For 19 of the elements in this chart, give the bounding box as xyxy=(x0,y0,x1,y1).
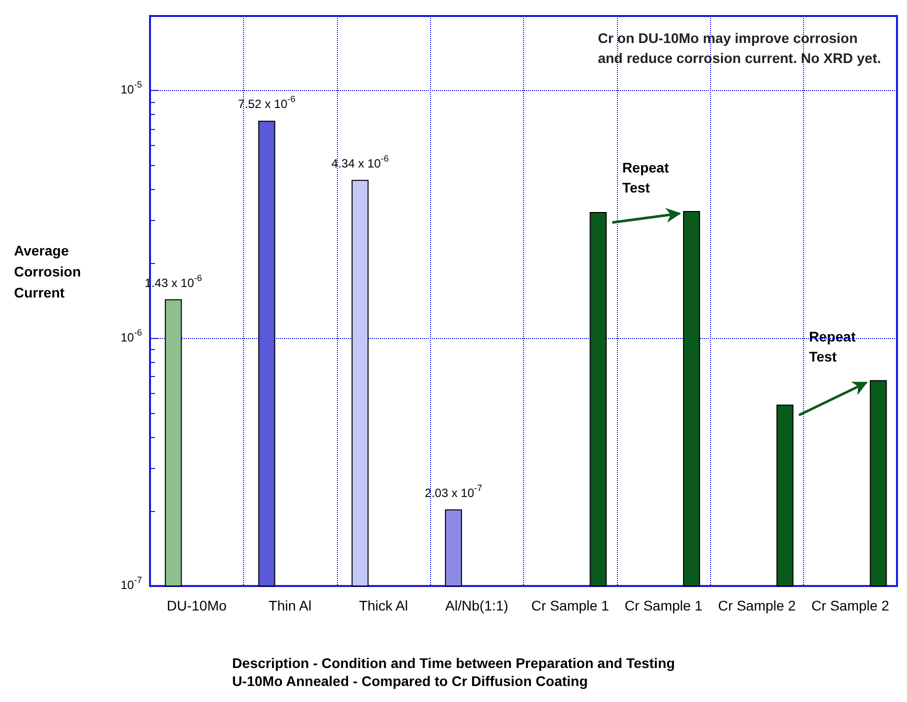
data-label: 7.52 x 10$^{-6}$ xyxy=(238,94,296,112)
x-tick-label: Cr Sample 1 xyxy=(531,598,610,614)
y-tick-label: 10$^{-5}$ xyxy=(120,80,142,97)
annotation: Repeat Test xyxy=(808,328,856,365)
y-axis-title: Average Corrosion Current xyxy=(14,242,85,300)
x-tick-label: DU-10Mo xyxy=(166,598,227,614)
x-tick-label: Cr Sample 2 xyxy=(811,598,890,614)
data-label: 2.03 x 10$^{-7}$ xyxy=(424,483,482,500)
x-tick-label: Cr Sample 2 xyxy=(718,598,796,614)
x-tick-label: Thin Al xyxy=(268,598,312,614)
x-tick-label: Thick Al xyxy=(358,598,408,614)
x-tick-label: Cr Sample 1 xyxy=(624,598,703,614)
data-label: 4.34 x 10$^{-6}$ xyxy=(331,154,389,171)
x-tick-label: Al/Nb(1:1) xyxy=(445,598,508,614)
x-axis-title: Description - Condition and Time between Preparation and Testing U-10Mo Annealed - Compared to Cr Diffusion Coating xyxy=(232,655,675,689)
y-tick-label: 10$^{-7}$ xyxy=(120,575,142,592)
annotation: Repeat Test xyxy=(622,159,670,196)
y-tick-label: 10$^{-6}$ xyxy=(120,328,142,344)
annotation: Cr on DU-10Mo may improve corrosion and reduce corrosion current. No XRD yet. xyxy=(598,30,881,66)
